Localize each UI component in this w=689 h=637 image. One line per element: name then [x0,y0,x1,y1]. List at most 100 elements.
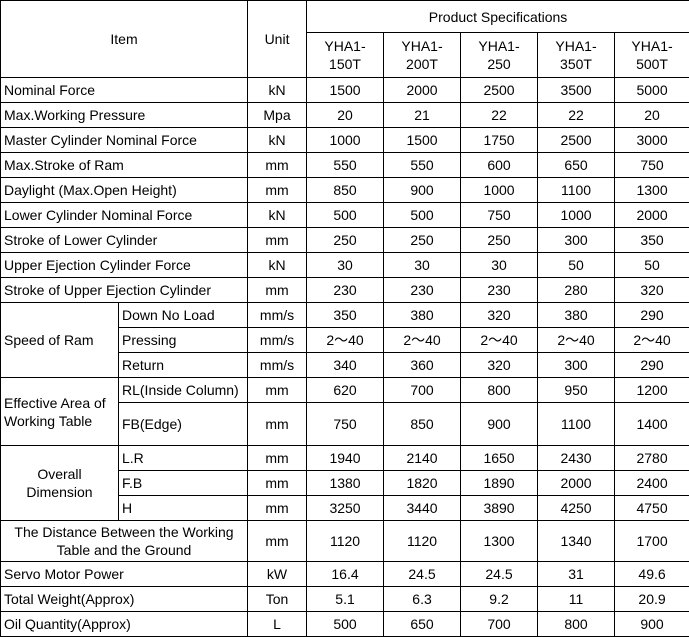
value: 2～40 [307,328,384,353]
unit: mm [248,178,307,203]
value: 620 [307,378,384,403]
value: 360 [384,353,461,378]
value: 1400 [615,403,689,446]
item-label: Max.Stroke of Ram [1,153,248,178]
value: 2500 [538,128,615,153]
unit: mm [248,403,307,446]
value: 24.5 [384,562,461,587]
value: 2400 [615,471,689,496]
sub-label: Down No Load [119,303,248,328]
value: 290 [615,353,689,378]
unit: kN [248,78,307,103]
value: 750 [615,153,689,178]
value: 1750 [461,128,538,153]
value: 4750 [615,496,689,521]
unit: mm [248,278,307,303]
sub-label: F.B [119,471,248,496]
value: 230 [307,278,384,303]
value: 900 [384,178,461,203]
value: 900 [461,403,538,446]
value: 700 [384,378,461,403]
value: 350 [307,303,384,328]
sub-label: FB(Edge) [119,403,248,446]
item-label: Max.Working Pressure [1,103,248,128]
unit: mm [248,378,307,403]
value: 250 [461,228,538,253]
value: 1300 [615,178,689,203]
value: 1500 [384,128,461,153]
item-label: Daylight (Max.Open Height) [1,178,248,203]
value: 2430 [538,446,615,471]
header-model: YHA1-500T [615,33,689,78]
sub-label: Pressing [119,328,248,353]
value: 230 [461,278,538,303]
header-model: YHA1-350T [538,33,615,78]
value: 850 [384,403,461,446]
value: 1700 [615,521,689,562]
value: 1380 [307,471,384,496]
item-label: Lower Cylinder Nominal Force [1,203,248,228]
unit: mm/s [248,303,307,328]
value: 300 [538,228,615,253]
value: 2～40 [461,328,538,353]
unit: kN [248,128,307,153]
value: 1100 [538,178,615,203]
value: 3500 [538,78,615,103]
value: 320 [461,353,538,378]
value: 3890 [461,496,538,521]
value: 250 [307,228,384,253]
value: 1940 [307,446,384,471]
value: 1650 [461,446,538,471]
header-model: YHA1-150T [307,33,384,78]
unit: mm [248,471,307,496]
value: 5.1 [307,587,384,612]
header-item: Item [1,1,248,78]
item-label: Master Cylinder Nominal Force [1,128,248,153]
value: 3440 [384,496,461,521]
unit: mm [248,446,307,471]
value: 850 [307,178,384,203]
value: 20 [307,103,384,128]
value: 380 [384,303,461,328]
value: 30 [384,253,461,278]
value: 2000 [384,78,461,103]
item-label: Stroke of Lower Cylinder [1,228,248,253]
unit: kN [248,253,307,278]
value: 30 [461,253,538,278]
value: 290 [615,303,689,328]
unit: Ton [248,587,307,612]
value: 1500 [307,78,384,103]
item-label: Oil Quantity(Approx) [1,612,248,637]
value: 9.2 [461,587,538,612]
unit: mm/s [248,328,307,353]
value: 500 [384,203,461,228]
value: 6.3 [384,587,461,612]
value: 800 [461,378,538,403]
header-group: Product Specifications [307,1,689,33]
unit: Mpa [248,103,307,128]
sub-label: RL(Inside Column) [119,378,248,403]
value: 300 [538,353,615,378]
value: 2000 [615,203,689,228]
value: 50 [538,253,615,278]
value: 1340 [538,521,615,562]
value: 230 [384,278,461,303]
value: 11 [538,587,615,612]
sub-label: H [119,496,248,521]
unit: kN [248,203,307,228]
sub-label: L.R [119,446,248,471]
value: 900 [615,612,689,637]
unit: kW [248,562,307,587]
